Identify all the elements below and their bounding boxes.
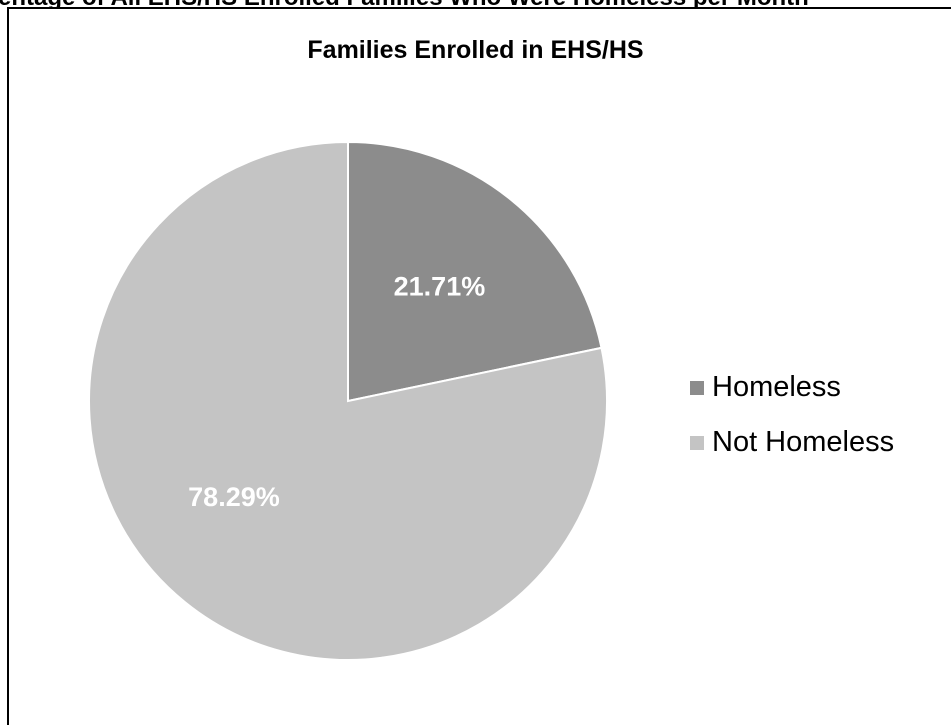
chart-legend: Homeless Not Homeless <box>690 360 894 470</box>
legend-swatch-homeless <box>690 380 704 395</box>
pie-slice-homeless <box>347 140 603 403</box>
legend-label-not-homeless: Not Homeless <box>712 426 895 458</box>
legend-item-homeless: Homeless <box>690 360 894 415</box>
data-label-homeless: 21.71% <box>394 272 486 302</box>
pie-data-labels: 21.71% 78.29% <box>188 272 485 512</box>
legend-label-homeless: Homeless <box>712 371 841 403</box>
legend-item-not-homeless: Not Homeless <box>690 415 894 470</box>
pie-slice-not-homeless <box>88 140 608 661</box>
data-label-not-homeless: 78.29% <box>188 482 280 512</box>
cut-off-heading: entage of All EHS/HS Enrolled Families W… <box>0 0 951 12</box>
pie-slices <box>88 140 608 661</box>
chart-title: Families Enrolled in EHS/HS <box>307 36 644 64</box>
legend-swatch-not-homeless <box>690 435 704 450</box>
